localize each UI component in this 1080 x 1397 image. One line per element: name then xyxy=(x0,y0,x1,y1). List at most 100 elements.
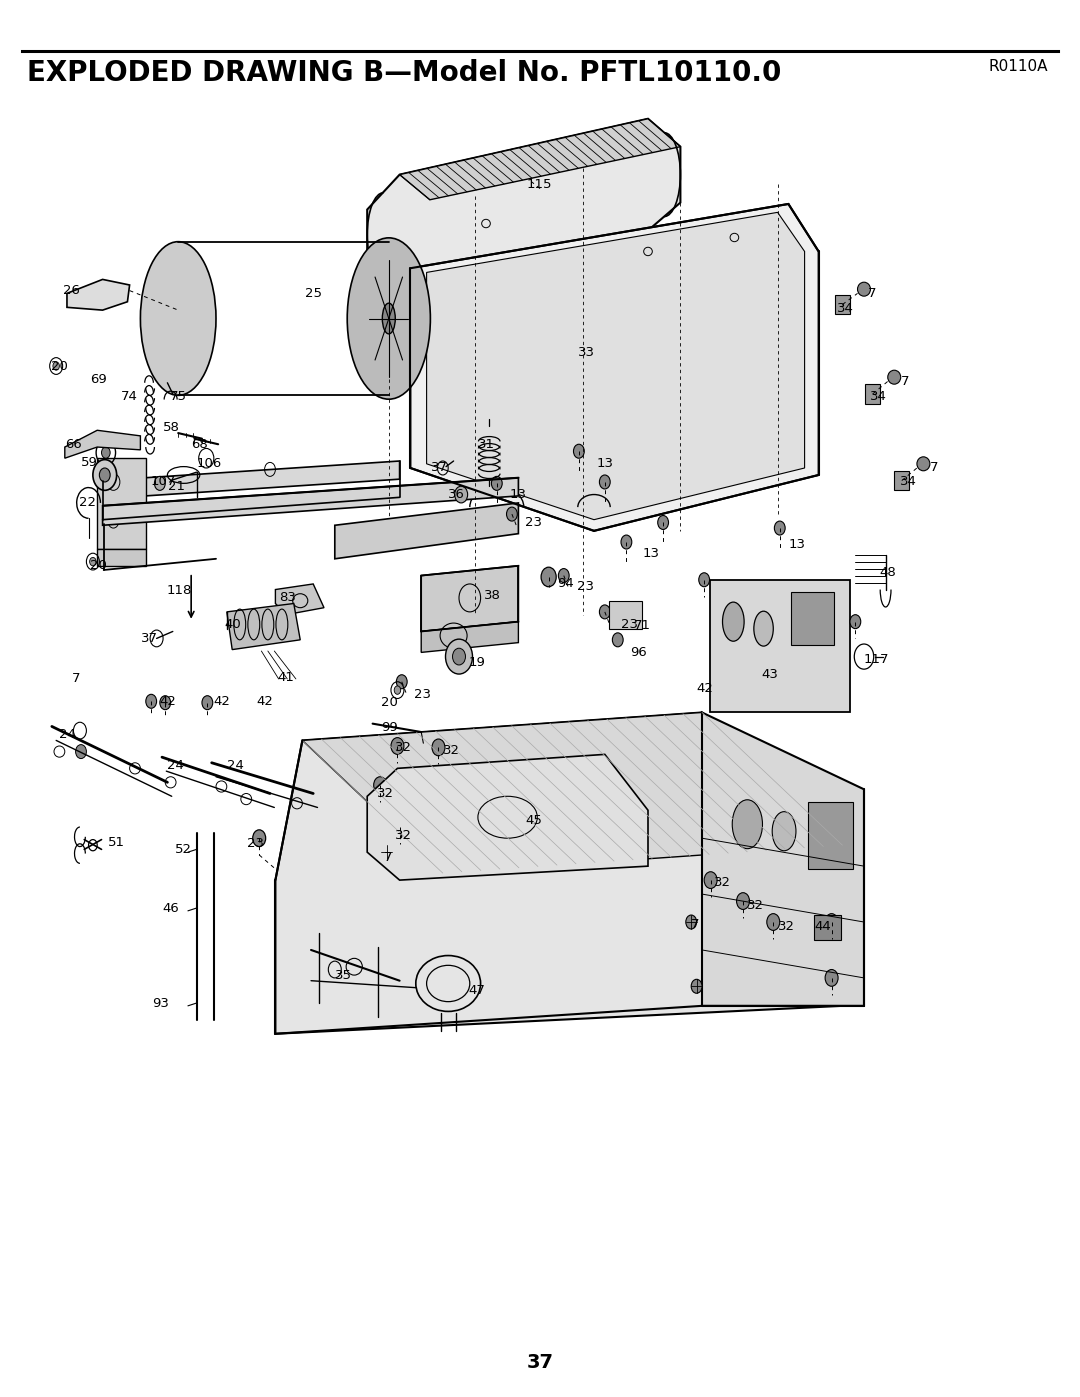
Ellipse shape xyxy=(858,282,870,296)
Polygon shape xyxy=(421,566,518,631)
Text: 7: 7 xyxy=(72,672,81,686)
Text: 20: 20 xyxy=(381,696,399,710)
Text: 59: 59 xyxy=(81,455,98,469)
Polygon shape xyxy=(103,461,400,499)
Polygon shape xyxy=(702,712,864,1006)
Text: 32: 32 xyxy=(443,743,460,757)
Text: 24: 24 xyxy=(59,728,77,742)
Bar xyxy=(814,915,841,940)
Polygon shape xyxy=(400,119,680,200)
Text: 32: 32 xyxy=(747,898,765,912)
Ellipse shape xyxy=(99,468,110,482)
Polygon shape xyxy=(421,622,518,652)
Polygon shape xyxy=(302,712,842,873)
Ellipse shape xyxy=(453,648,465,665)
Text: 93: 93 xyxy=(152,996,170,1010)
Text: 37: 37 xyxy=(141,631,159,645)
Text: 32: 32 xyxy=(395,828,413,842)
Text: 52: 52 xyxy=(175,842,192,856)
Polygon shape xyxy=(103,478,518,525)
Ellipse shape xyxy=(381,845,392,859)
Ellipse shape xyxy=(599,605,610,619)
Text: 32: 32 xyxy=(377,787,394,800)
Text: 69: 69 xyxy=(90,373,107,387)
Polygon shape xyxy=(335,503,518,559)
Text: 74: 74 xyxy=(121,390,138,404)
Text: 42: 42 xyxy=(160,694,177,708)
Text: 7: 7 xyxy=(691,918,700,932)
Bar xyxy=(894,471,909,490)
Text: 21: 21 xyxy=(168,479,186,493)
Text: 58: 58 xyxy=(163,420,180,434)
Ellipse shape xyxy=(621,535,632,549)
Text: 23: 23 xyxy=(247,837,265,851)
Ellipse shape xyxy=(754,612,773,645)
Text: 99: 99 xyxy=(381,721,399,735)
Text: 42: 42 xyxy=(256,694,273,708)
Text: 23: 23 xyxy=(414,687,431,701)
Ellipse shape xyxy=(699,573,710,587)
Ellipse shape xyxy=(888,370,901,384)
Ellipse shape xyxy=(723,602,744,641)
Text: 34: 34 xyxy=(837,302,854,316)
Text: 32: 32 xyxy=(714,876,731,890)
Ellipse shape xyxy=(140,242,216,395)
Ellipse shape xyxy=(491,476,502,490)
Text: 48: 48 xyxy=(879,566,896,580)
Text: 22: 22 xyxy=(79,496,96,510)
Ellipse shape xyxy=(348,237,430,400)
Text: 96: 96 xyxy=(630,645,647,659)
Text: 37: 37 xyxy=(431,461,448,475)
Text: 41: 41 xyxy=(278,671,295,685)
Bar xyxy=(97,458,146,549)
Text: 26: 26 xyxy=(63,284,80,298)
Ellipse shape xyxy=(202,696,213,710)
Ellipse shape xyxy=(455,486,468,503)
Text: 115: 115 xyxy=(527,177,553,191)
Text: 34: 34 xyxy=(870,390,888,404)
Text: 68: 68 xyxy=(191,437,208,451)
Text: 45: 45 xyxy=(525,813,542,827)
Ellipse shape xyxy=(382,303,395,334)
Polygon shape xyxy=(367,119,680,286)
Text: 37: 37 xyxy=(527,1352,554,1372)
Text: 23: 23 xyxy=(525,515,542,529)
Bar xyxy=(609,601,642,629)
Ellipse shape xyxy=(737,893,750,909)
Text: 13: 13 xyxy=(596,457,613,471)
Ellipse shape xyxy=(154,476,165,490)
Text: 107: 107 xyxy=(150,475,175,489)
Ellipse shape xyxy=(53,362,59,370)
Bar xyxy=(835,295,850,314)
Text: EXPLODED DRAWING B—Model No. PFTL10110.0: EXPLODED DRAWING B—Model No. PFTL10110.0 xyxy=(27,59,781,87)
Polygon shape xyxy=(427,212,805,520)
Text: 32: 32 xyxy=(395,740,413,754)
Ellipse shape xyxy=(732,799,762,849)
Text: 7: 7 xyxy=(868,286,877,300)
Text: 117: 117 xyxy=(864,652,890,666)
Ellipse shape xyxy=(573,444,584,458)
Text: 33: 33 xyxy=(578,345,595,359)
Text: 7: 7 xyxy=(930,461,939,475)
Ellipse shape xyxy=(507,507,517,521)
Text: 51: 51 xyxy=(108,835,125,849)
Polygon shape xyxy=(410,204,819,531)
Ellipse shape xyxy=(558,569,569,583)
Polygon shape xyxy=(67,279,130,310)
Polygon shape xyxy=(227,604,300,650)
Polygon shape xyxy=(65,430,140,458)
Text: 13: 13 xyxy=(643,546,660,560)
Ellipse shape xyxy=(393,819,406,835)
Text: 118: 118 xyxy=(166,584,191,598)
Text: 66: 66 xyxy=(65,437,82,451)
Ellipse shape xyxy=(253,830,266,847)
Ellipse shape xyxy=(691,979,702,993)
Text: 13: 13 xyxy=(788,538,806,552)
Text: 43: 43 xyxy=(761,668,779,682)
Polygon shape xyxy=(367,754,648,880)
Text: 24: 24 xyxy=(167,759,185,773)
Bar xyxy=(808,802,853,869)
Text: 71: 71 xyxy=(634,619,651,633)
Text: 25: 25 xyxy=(305,286,322,300)
Ellipse shape xyxy=(658,515,669,529)
